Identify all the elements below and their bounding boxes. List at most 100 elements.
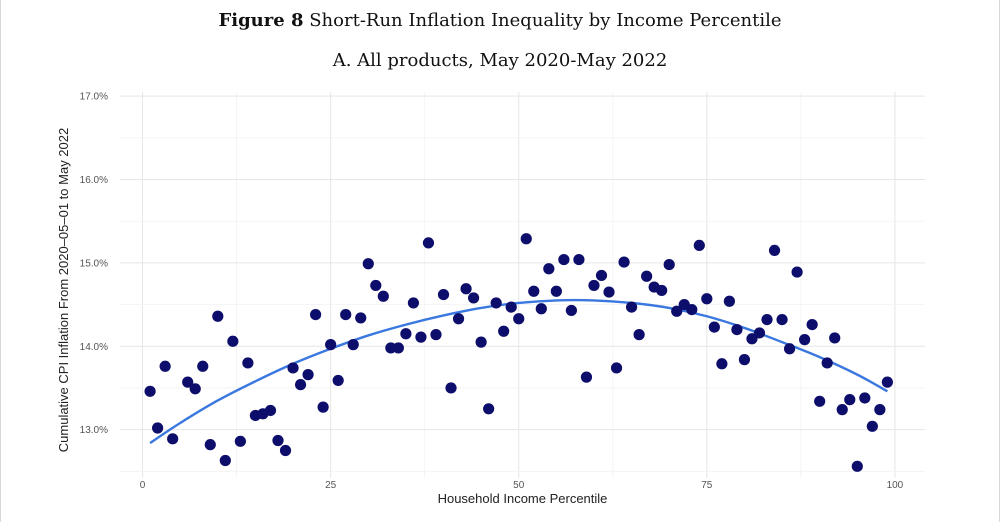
data-point xyxy=(377,290,389,302)
data-point xyxy=(310,308,322,321)
data-point xyxy=(467,292,480,304)
data-point xyxy=(452,313,465,325)
points-group xyxy=(144,233,893,472)
data-point xyxy=(573,253,585,266)
data-point xyxy=(716,358,728,370)
data-point xyxy=(746,333,758,345)
data-point xyxy=(362,258,374,270)
data-point xyxy=(768,244,781,257)
data-point xyxy=(851,460,863,472)
figure-subtitle: A. All products, May 2020-May 2022 xyxy=(332,50,668,71)
x-axis-label: Household Income Percentile xyxy=(438,491,608,506)
data-point xyxy=(625,301,638,313)
data-point xyxy=(738,354,751,366)
data-point xyxy=(264,404,277,417)
data-point xyxy=(167,433,179,445)
data-point xyxy=(776,313,788,326)
data-point xyxy=(189,383,201,395)
data-point xyxy=(182,376,194,388)
data-point xyxy=(783,343,796,355)
data-point xyxy=(227,335,239,347)
data-point xyxy=(513,313,525,325)
data-point xyxy=(881,376,893,388)
data-point xyxy=(242,357,254,369)
y-tick-label: 13.0% xyxy=(80,425,108,436)
data-point xyxy=(415,331,427,343)
grid-lines xyxy=(120,92,925,478)
data-point xyxy=(859,392,871,404)
data-point xyxy=(550,285,562,297)
y-tick-label: 16.0% xyxy=(80,175,108,186)
data-point xyxy=(490,297,502,309)
data-point xyxy=(445,382,457,394)
data-point xyxy=(814,395,826,407)
data-point xyxy=(588,279,600,292)
fit-line-group xyxy=(149,298,888,444)
data-point xyxy=(603,286,615,298)
y-axis-label: Cumulative CPI Inflation From 2020–05–01… xyxy=(56,128,71,452)
data-point xyxy=(234,435,246,447)
data-point xyxy=(844,394,856,406)
figure-title-text: Short-Run Inflation Inequality by Income… xyxy=(309,10,782,31)
y-tick-labels: 13.0% 14.0% 15.0% 16.0% 17.0% xyxy=(80,92,108,436)
x-tick-label: 75 xyxy=(701,480,713,491)
data-point xyxy=(693,239,705,251)
data-point xyxy=(791,266,803,278)
data-point xyxy=(212,310,224,322)
data-point xyxy=(701,293,713,305)
data-point xyxy=(874,404,886,416)
data-point xyxy=(407,297,420,309)
data-point xyxy=(483,403,495,415)
data-point xyxy=(595,269,608,282)
data-point xyxy=(753,327,766,339)
data-point xyxy=(370,279,382,292)
data-point xyxy=(159,360,171,372)
data-point xyxy=(317,401,329,413)
x-tick-label: 100 xyxy=(887,480,904,491)
data-point xyxy=(219,454,231,467)
figure-title: Figure 8 Short-Run Inflation Inequality … xyxy=(0,10,1000,31)
data-point xyxy=(325,339,337,351)
data-point xyxy=(866,420,878,432)
data-point xyxy=(610,362,623,374)
data-point xyxy=(633,329,645,341)
data-point xyxy=(580,371,593,383)
data-point xyxy=(144,385,156,397)
data-point xyxy=(686,303,698,316)
data-point xyxy=(197,360,209,372)
data-point xyxy=(520,233,532,245)
data-point xyxy=(204,439,216,451)
data-point xyxy=(671,305,683,317)
y-tick-label: 15.0% xyxy=(80,258,108,269)
data-point xyxy=(663,258,675,271)
data-point xyxy=(302,369,314,381)
data-point xyxy=(656,284,668,297)
data-point xyxy=(799,334,811,346)
data-point xyxy=(543,263,555,275)
data-point xyxy=(340,308,352,321)
data-point xyxy=(528,285,540,297)
data-point xyxy=(708,321,720,333)
data-point xyxy=(287,362,299,374)
x-tick-label: 0 xyxy=(140,480,146,491)
data-point xyxy=(392,342,404,354)
data-point xyxy=(430,329,442,341)
data-point xyxy=(152,422,164,434)
data-point xyxy=(723,295,735,307)
x-tick-label: 25 xyxy=(325,480,337,491)
data-point xyxy=(475,336,487,348)
fit-line xyxy=(149,298,888,444)
data-point xyxy=(279,444,292,457)
x-tick-labels: 0 25 50 75 100 xyxy=(140,480,904,491)
data-point xyxy=(829,332,841,344)
data-point xyxy=(806,319,818,331)
data-point xyxy=(761,313,773,326)
data-point xyxy=(558,253,570,266)
data-point xyxy=(437,288,450,301)
data-point xyxy=(618,256,630,268)
x-tick-label: 50 xyxy=(513,480,525,491)
figure-label: Figure 8 xyxy=(218,10,304,31)
data-point xyxy=(535,303,547,315)
data-point xyxy=(422,237,435,249)
data-point xyxy=(505,301,517,313)
